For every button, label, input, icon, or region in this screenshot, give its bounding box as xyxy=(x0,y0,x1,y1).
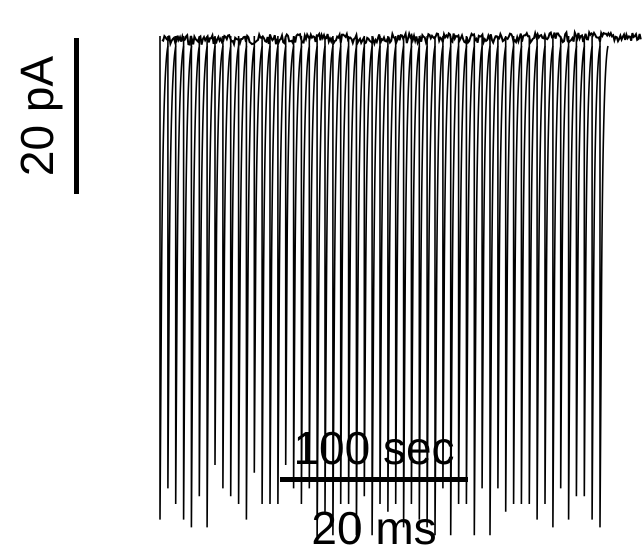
event-group xyxy=(159,36,609,544)
event-30 xyxy=(387,36,397,512)
event-3 xyxy=(174,36,185,505)
event-33 xyxy=(410,36,421,505)
event-52 xyxy=(559,36,570,489)
event-45 xyxy=(504,36,515,512)
event-50 xyxy=(544,36,554,505)
event-35 xyxy=(426,36,436,528)
event-23 xyxy=(332,36,342,536)
event-38 xyxy=(449,36,460,536)
event-21 xyxy=(316,36,326,544)
event-1 xyxy=(159,36,169,520)
event-29 xyxy=(379,36,389,505)
event-42 xyxy=(481,36,491,489)
event-8 xyxy=(214,36,224,466)
event-12 xyxy=(245,36,256,520)
event-19 xyxy=(300,36,311,505)
event-18 xyxy=(292,36,303,489)
event-54 xyxy=(575,36,586,497)
event-14 xyxy=(261,36,271,505)
event-31 xyxy=(394,36,405,505)
x-scale-bar xyxy=(280,477,468,482)
event-26 xyxy=(355,36,366,536)
event-15 xyxy=(269,36,279,505)
event-40 xyxy=(465,36,476,505)
event-36 xyxy=(434,36,444,536)
event-5 xyxy=(190,36,201,528)
event-9 xyxy=(222,36,232,489)
event-10 xyxy=(229,36,240,497)
event-22 xyxy=(324,36,334,512)
event-39 xyxy=(457,36,468,505)
event-41 xyxy=(473,36,484,536)
event-24 xyxy=(339,36,350,505)
event-4 xyxy=(182,36,193,520)
event-48 xyxy=(528,36,539,505)
event-6 xyxy=(198,36,209,497)
event-53 xyxy=(567,36,578,520)
event-28 xyxy=(371,36,381,536)
event-49 xyxy=(536,36,546,520)
event-16 xyxy=(277,36,287,505)
x-scale-label-time: 100 sec xyxy=(293,422,455,474)
event-27 xyxy=(363,36,374,497)
event-17 xyxy=(284,36,295,466)
event-44 xyxy=(497,36,507,489)
y-scale-bar xyxy=(74,38,79,194)
event-55 xyxy=(583,36,594,497)
event-2 xyxy=(167,36,177,489)
event-37 xyxy=(442,36,452,489)
event-32 xyxy=(402,36,413,528)
event-11 xyxy=(237,36,248,505)
y-scale-label: 20 pA xyxy=(11,55,63,177)
event-51 xyxy=(552,36,562,528)
event-7 xyxy=(206,36,216,528)
event-46 xyxy=(512,36,523,505)
x-scale-label-ms: 20 ms xyxy=(311,502,437,554)
event-47 xyxy=(520,36,531,505)
event-34 xyxy=(418,36,429,520)
event-13 xyxy=(253,36,264,473)
event-25 xyxy=(347,36,358,505)
event-56 xyxy=(591,36,601,520)
event-57 xyxy=(599,36,609,528)
event-20 xyxy=(308,36,319,489)
event-43 xyxy=(489,36,499,536)
